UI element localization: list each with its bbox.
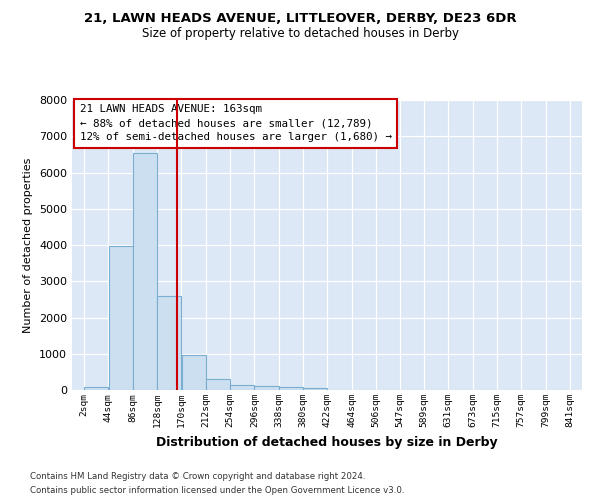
Bar xyxy=(303,388,327,390)
Bar xyxy=(109,246,133,390)
Text: 21 LAWN HEADS AVENUE: 163sqm
← 88% of detached houses are smaller (12,789)
12% o: 21 LAWN HEADS AVENUE: 163sqm ← 88% of de… xyxy=(80,104,392,142)
Bar xyxy=(85,388,109,390)
Bar xyxy=(254,386,278,390)
X-axis label: Distribution of detached houses by size in Derby: Distribution of detached houses by size … xyxy=(156,436,498,448)
Bar xyxy=(157,296,181,390)
Text: Contains public sector information licensed under the Open Government Licence v3: Contains public sector information licen… xyxy=(30,486,404,495)
Text: 21, LAWN HEADS AVENUE, LITTLEOVER, DERBY, DE23 6DR: 21, LAWN HEADS AVENUE, LITTLEOVER, DERBY… xyxy=(83,12,517,26)
Y-axis label: Number of detached properties: Number of detached properties xyxy=(23,158,34,332)
Text: Size of property relative to detached houses in Derby: Size of property relative to detached ho… xyxy=(142,28,458,40)
Bar xyxy=(182,355,206,390)
Bar xyxy=(206,379,230,390)
Text: Contains HM Land Registry data © Crown copyright and database right 2024.: Contains HM Land Registry data © Crown c… xyxy=(30,472,365,481)
Bar xyxy=(133,152,157,390)
Bar xyxy=(279,387,303,390)
Bar xyxy=(230,386,254,390)
